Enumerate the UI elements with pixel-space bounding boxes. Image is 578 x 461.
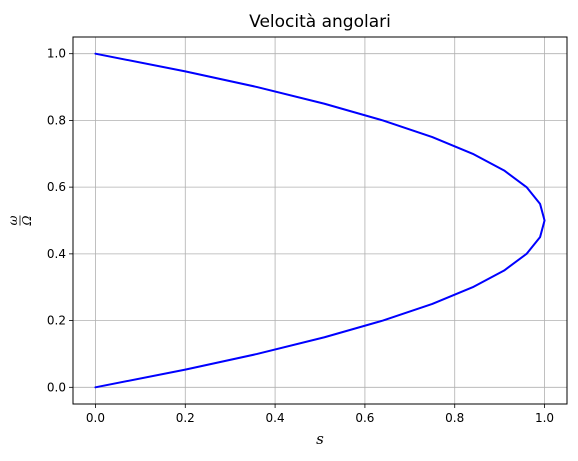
y-axis-label-numerator: ω (6, 215, 20, 225)
y-tick-label: 1.0 (47, 47, 66, 61)
axis-ticks: 0.0 0.2 0.4 0.6 0.8 1.0 0.0 0.2 0.4 0.6 0.8 1.0 (47, 47, 554, 425)
y-axis-label-denominator: Ω (20, 215, 34, 226)
chart-title: Velocità angolari (249, 12, 391, 32)
y-tick-label: 0.8 (47, 113, 66, 127)
x-tick-label: 0.2 (176, 411, 195, 425)
x-tick-label: 0.0 (86, 411, 105, 425)
plot-frame (72, 36, 568, 405)
x-tick-label: 0.8 (445, 411, 464, 425)
y-tick-label: 0.4 (47, 247, 66, 261)
x-tick-label: 0.6 (355, 411, 374, 425)
y-axis-label: ω Ω (6, 215, 34, 226)
series-layer (94, 52, 546, 389)
y-tick-label: 0.2 (47, 314, 66, 328)
y-tick-label: 0.0 (47, 380, 66, 394)
x-tick-label: 0.4 (266, 411, 285, 425)
x-tick-label: 1.0 (535, 411, 554, 425)
x-axis-label: s (316, 430, 324, 448)
y-tick-label: 0.6 (47, 180, 66, 194)
series-line-0 (94, 52, 546, 389)
